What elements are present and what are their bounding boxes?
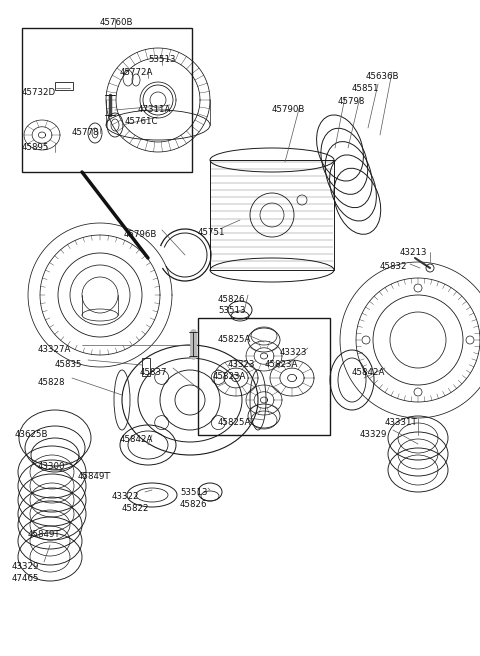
Text: 43327A: 43327A bbox=[38, 345, 72, 354]
Text: 45842A: 45842A bbox=[352, 368, 385, 377]
Text: 45851: 45851 bbox=[352, 84, 380, 93]
Text: 43625B: 43625B bbox=[15, 430, 48, 439]
Text: 45849T: 45849T bbox=[28, 530, 60, 539]
Text: 43331T: 43331T bbox=[385, 418, 418, 427]
Text: 45823A: 45823A bbox=[265, 360, 299, 369]
Text: 45826: 45826 bbox=[180, 500, 207, 509]
Text: 43300: 43300 bbox=[38, 462, 65, 471]
Text: 45842A: 45842A bbox=[120, 435, 154, 444]
Text: 45895: 45895 bbox=[22, 143, 49, 152]
Text: 47311A: 47311A bbox=[138, 105, 171, 114]
Text: 43329: 43329 bbox=[12, 562, 39, 571]
Text: 45835: 45835 bbox=[55, 360, 83, 369]
Text: 45796B: 45796B bbox=[124, 230, 157, 239]
Text: 45751: 45751 bbox=[198, 228, 226, 237]
Text: 45772A: 45772A bbox=[120, 68, 154, 77]
Text: 43213: 43213 bbox=[400, 248, 428, 257]
Text: 45790B: 45790B bbox=[272, 105, 305, 114]
Bar bbox=[22, 28, 192, 172]
Text: 45732D: 45732D bbox=[22, 88, 56, 97]
Text: 45825A: 45825A bbox=[218, 335, 252, 344]
Text: 53513: 53513 bbox=[218, 306, 245, 315]
Text: 45798: 45798 bbox=[338, 97, 365, 106]
Text: 45825A: 45825A bbox=[218, 418, 252, 427]
Text: 43323: 43323 bbox=[280, 348, 308, 357]
Bar bbox=[210, 160, 334, 270]
Text: 45837: 45837 bbox=[140, 368, 168, 377]
Text: 53513: 53513 bbox=[180, 488, 207, 497]
Text: 53513: 53513 bbox=[148, 55, 176, 64]
Text: 43322: 43322 bbox=[112, 492, 140, 501]
Text: 45828: 45828 bbox=[38, 378, 65, 387]
Text: 47465: 47465 bbox=[12, 574, 39, 583]
Text: 45832: 45832 bbox=[380, 262, 408, 271]
Text: 45760B: 45760B bbox=[100, 18, 133, 27]
Text: 43329: 43329 bbox=[360, 430, 387, 439]
Text: 45826: 45826 bbox=[218, 295, 245, 304]
Text: 45849T: 45849T bbox=[78, 472, 110, 481]
Text: 45761C: 45761C bbox=[125, 117, 158, 126]
Bar bbox=[55, 82, 73, 90]
Text: 45778: 45778 bbox=[72, 128, 99, 137]
Text: 45636B: 45636B bbox=[366, 72, 399, 81]
Bar bbox=[198, 318, 330, 435]
Text: 43323: 43323 bbox=[228, 360, 255, 369]
Text: 45822: 45822 bbox=[122, 504, 149, 513]
Bar bbox=[142, 358, 150, 376]
Text: 45823A: 45823A bbox=[213, 372, 246, 381]
